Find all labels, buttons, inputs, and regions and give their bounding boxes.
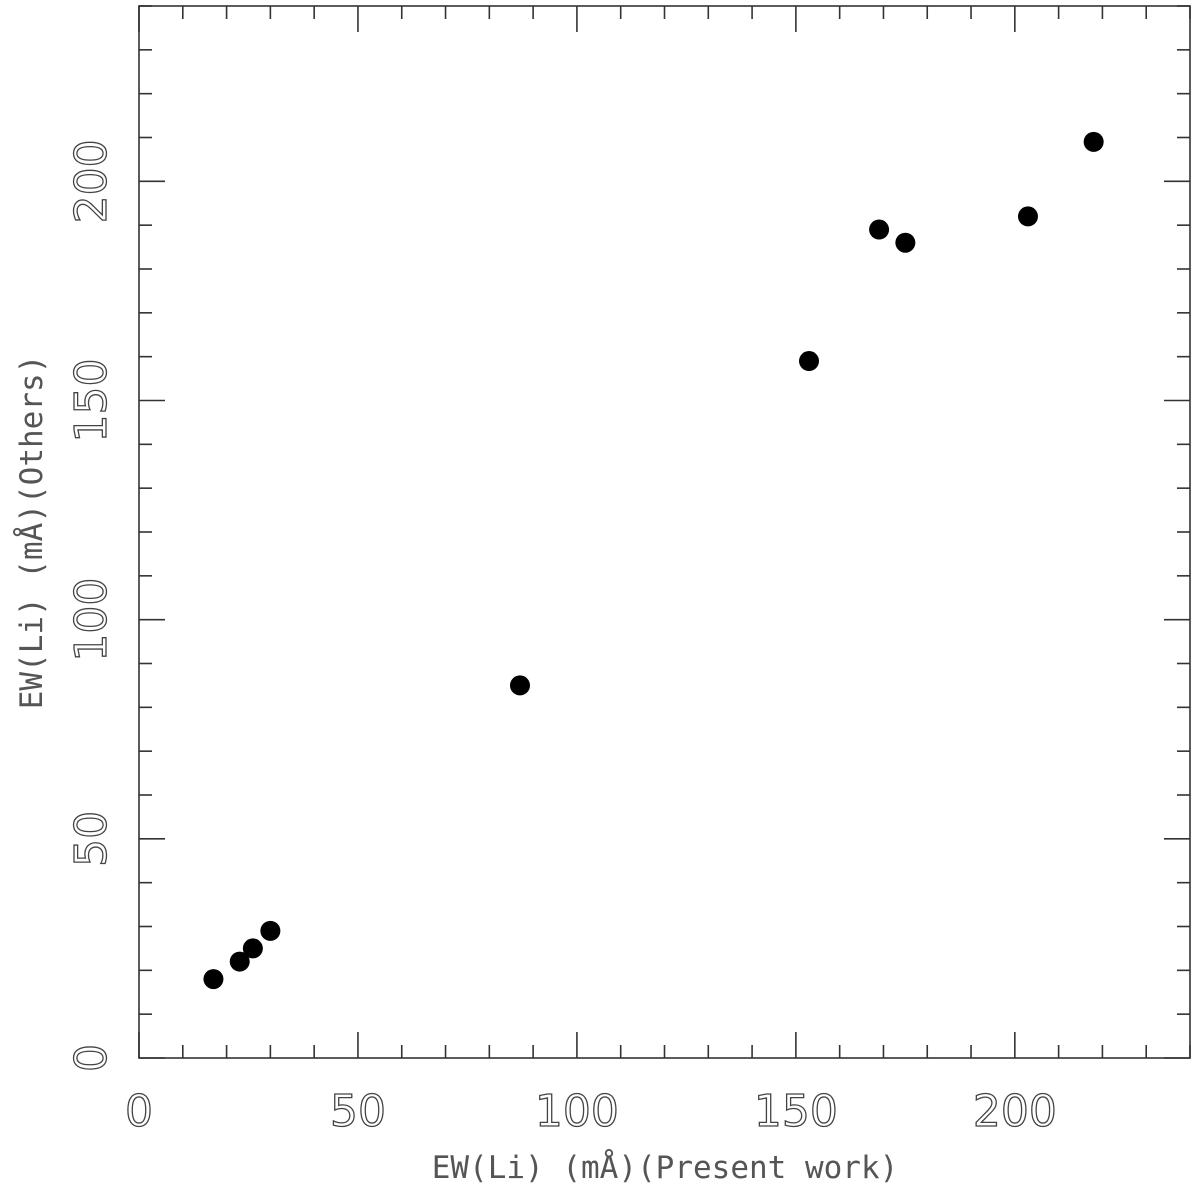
- data-point: [895, 232, 916, 253]
- data-point: [1017, 206, 1038, 227]
- x-tick-label: 150: [754, 1086, 838, 1137]
- data-point: [260, 920, 281, 941]
- data-point: [869, 219, 890, 240]
- x-tick-label: 50: [330, 1086, 386, 1137]
- x-tick-labels: 0 50 100 150 200: [124, 1085, 1057, 1137]
- data-points: [203, 131, 1104, 990]
- y-tick-label: 50: [66, 811, 117, 867]
- plot-frame: [138, 5, 1191, 1059]
- y-tick-label: 0: [66, 1044, 117, 1072]
- data-point: [229, 951, 250, 972]
- data-point: [203, 969, 224, 990]
- x-tick-label: 100: [535, 1086, 619, 1137]
- data-point: [242, 938, 263, 959]
- data-point: [799, 351, 820, 372]
- axis-ticks: [138, 5, 1191, 1059]
- y-tick-labels: 0 50 100 150 200: [65, 139, 117, 1073]
- y-tick-label: 100: [66, 578, 117, 662]
- x-tick-label: 200: [973, 1086, 1057, 1137]
- y-tick-label: 200: [66, 139, 117, 223]
- x-axis-title: EW(Li) (mÅ)(Present work): [432, 1150, 899, 1186]
- data-point: [509, 675, 530, 696]
- y-axis-title: EW(Li) (mÅ)(Others): [14, 355, 50, 710]
- x-tick-label: 0: [125, 1086, 153, 1137]
- data-point: [1083, 131, 1104, 152]
- y-tick-label: 150: [66, 359, 117, 443]
